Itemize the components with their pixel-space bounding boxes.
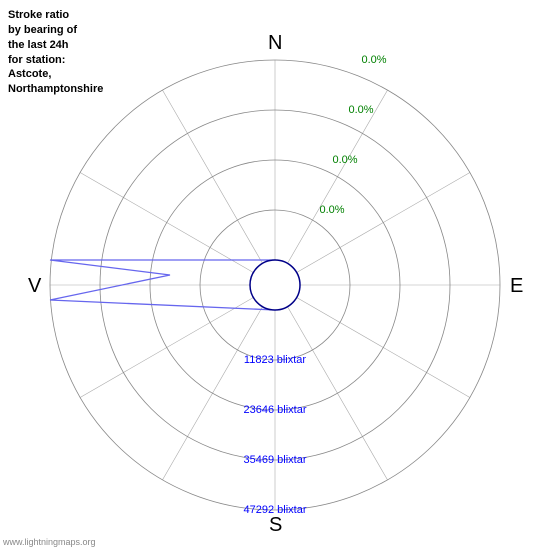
inner-circle bbox=[250, 260, 300, 310]
polar-chart bbox=[0, 0, 550, 550]
cardinal-w: V bbox=[28, 275, 41, 298]
ring-count-2: 23646 blixtar bbox=[244, 404, 307, 416]
ring-count-4: 47292 blixtar bbox=[244, 504, 307, 516]
cardinal-n: N bbox=[268, 32, 282, 55]
ring-pct-4: 0.0% bbox=[361, 54, 386, 66]
ring-count-1: 11823 blixtar bbox=[244, 354, 306, 366]
cardinal-s: S bbox=[269, 514, 282, 537]
ring-count-3: 35469 blixtar bbox=[244, 454, 307, 466]
ring-pct-2: 0.0% bbox=[332, 154, 357, 166]
ring-pct-1: 0.0% bbox=[319, 204, 344, 216]
credit-text: www.lightningmaps.org bbox=[3, 537, 96, 547]
ring-pct-3: 0.0% bbox=[348, 104, 373, 116]
cardinal-e: E bbox=[510, 275, 523, 298]
